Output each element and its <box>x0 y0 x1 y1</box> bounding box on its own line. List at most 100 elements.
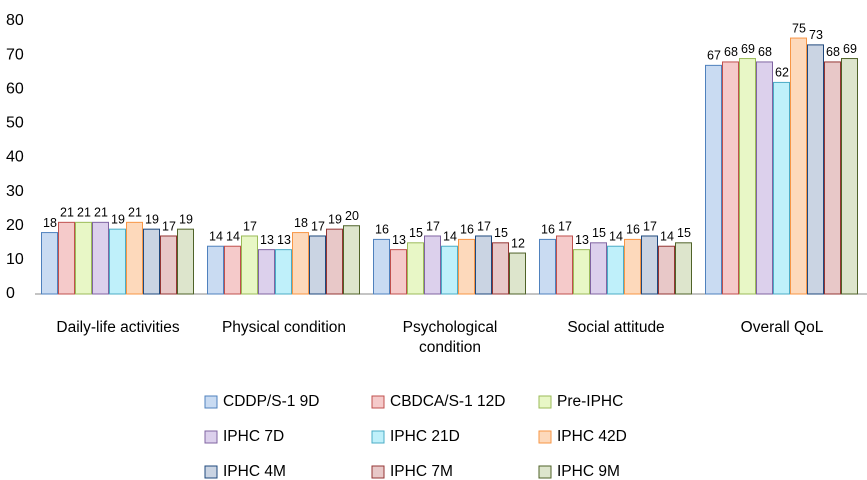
bar <box>675 242 692 295</box>
y-tick-label: 80 <box>6 12 24 29</box>
bar <box>756 61 773 295</box>
bar <box>160 235 177 295</box>
legend-swatch <box>538 465 552 479</box>
bar <box>373 238 390 295</box>
data-label: 19 <box>328 212 342 226</box>
bar <box>841 58 858 295</box>
bar <box>343 225 360 295</box>
bar <box>390 249 407 295</box>
legend-swatch <box>538 430 552 444</box>
data-label: 14 <box>443 230 457 244</box>
data-label: 21 <box>60 206 74 220</box>
data-label: 69 <box>843 42 857 56</box>
data-label: 16 <box>626 223 640 237</box>
bar <box>75 221 92 295</box>
legend-swatch <box>371 465 385 479</box>
bar <box>292 232 309 295</box>
data-label: 13 <box>575 233 589 247</box>
bar <box>126 221 143 295</box>
bar <box>492 242 509 295</box>
data-label: 15 <box>592 226 606 240</box>
x-tick-label: Psychological condition <box>402 319 498 356</box>
legend-label: IPHC 9M <box>557 463 620 480</box>
data-label: 19 <box>145 212 159 226</box>
data-label: 19 <box>111 212 125 226</box>
y-tick-label: 70 <box>6 46 24 63</box>
legend-label: IPHC 4M <box>223 463 286 480</box>
bar <box>607 245 624 295</box>
y-tick-label: 50 <box>6 115 24 132</box>
x-tick-label: Physical condition <box>221 319 347 336</box>
bar <box>539 238 556 295</box>
data-label: 68 <box>724 45 738 59</box>
legend-swatch <box>371 395 385 409</box>
legend-label: CBDCA/S-1 12D <box>390 393 505 410</box>
bar <box>807 44 824 295</box>
x-tick-label: Social attitude <box>567 319 665 336</box>
bar <box>177 228 194 295</box>
legend-label: IPHC 7M <box>390 463 453 480</box>
legend-swatch <box>538 395 552 409</box>
data-label: 21 <box>128 206 142 220</box>
data-label: 14 <box>226 230 240 244</box>
bar <box>143 228 160 295</box>
bar <box>658 245 675 295</box>
data-label: 17 <box>477 219 491 233</box>
bar <box>241 235 258 295</box>
y-tick-label: 10 <box>6 251 24 268</box>
data-label: 16 <box>375 223 389 237</box>
data-label: 12 <box>511 236 525 250</box>
y-tick-label: 0 <box>6 285 15 302</box>
data-label: 16 <box>460 223 474 237</box>
bar <box>424 235 441 295</box>
bar <box>824 61 841 295</box>
legend-swatch <box>204 430 218 444</box>
bar <box>458 238 475 295</box>
data-label: 16 <box>541 223 555 237</box>
data-label: 14 <box>209 230 223 244</box>
data-label: 62 <box>775 66 789 80</box>
data-label: 18 <box>43 216 57 230</box>
bar <box>773 81 790 295</box>
data-label: 17 <box>426 219 440 233</box>
data-label: 69 <box>741 42 755 56</box>
bar <box>207 245 224 295</box>
bar <box>275 249 292 295</box>
data-label: 20 <box>345 209 359 223</box>
bar <box>309 235 326 295</box>
data-label: 17 <box>311 219 325 233</box>
bar <box>41 232 58 295</box>
bar <box>556 235 573 295</box>
data-label: 68 <box>758 45 772 59</box>
bar <box>509 252 526 295</box>
data-label: 17 <box>558 219 572 233</box>
data-label: 15 <box>494 226 508 240</box>
bar <box>224 245 241 295</box>
data-label: 14 <box>660 230 674 244</box>
data-label: 14 <box>609 230 623 244</box>
bar <box>590 242 607 295</box>
y-tick-label: 30 <box>6 183 24 200</box>
data-label: 18 <box>294 216 308 230</box>
legend-swatch <box>371 430 385 444</box>
bar <box>109 228 126 295</box>
data-label: 17 <box>643 219 657 233</box>
data-label: 21 <box>77 206 91 220</box>
bar <box>722 61 739 295</box>
legend-label: IPHC 7D <box>223 428 284 445</box>
x-tick-label: Overall QoL <box>740 319 824 336</box>
bar <box>258 249 275 295</box>
data-label: 13 <box>260 233 274 247</box>
bar <box>475 235 492 295</box>
legend-swatch <box>204 465 218 479</box>
data-label: 15 <box>677 226 691 240</box>
bar <box>790 37 807 295</box>
legend-label: IPHC 42D <box>557 428 627 445</box>
bar <box>739 58 756 295</box>
legend-label: CDDP/S-1 9D <box>223 393 319 410</box>
data-label: 75 <box>792 21 806 35</box>
bar <box>641 235 658 295</box>
data-label: 17 <box>243 219 257 233</box>
